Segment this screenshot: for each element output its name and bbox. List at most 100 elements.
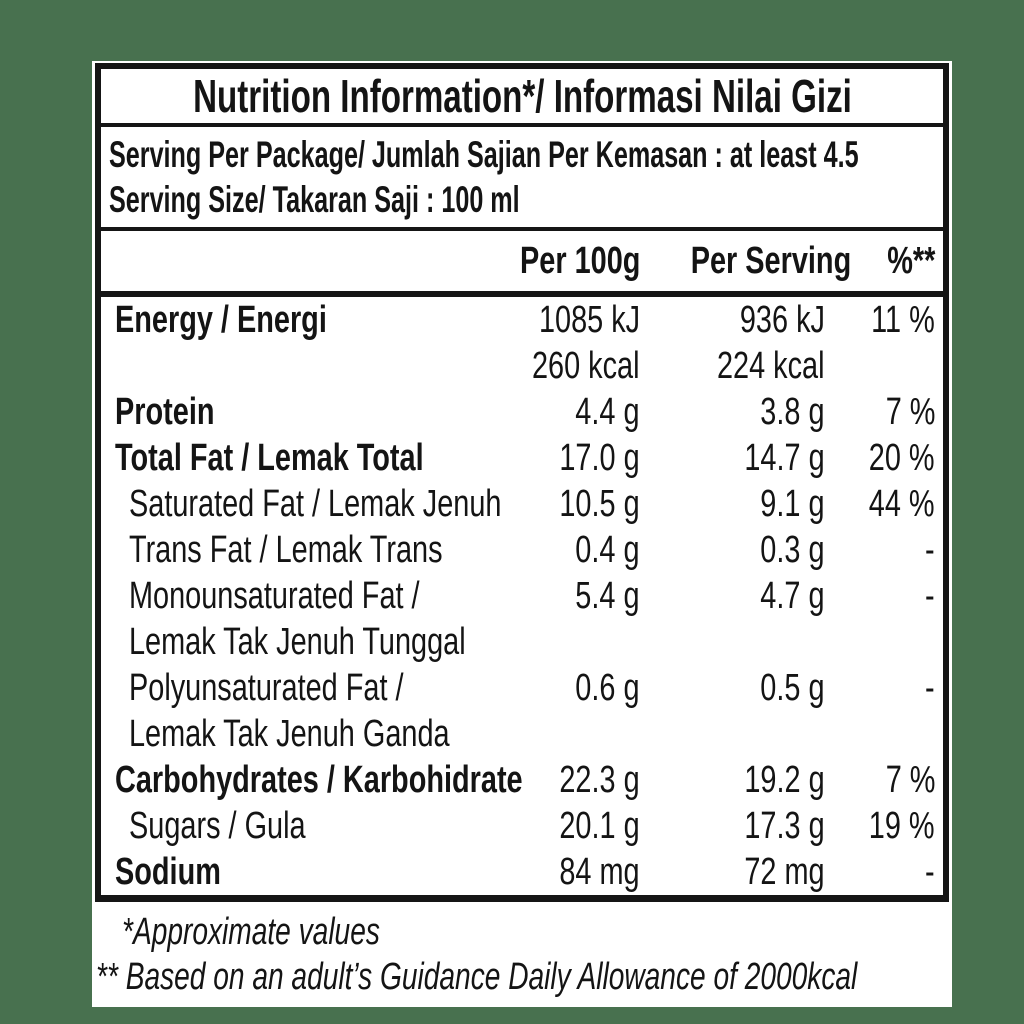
nutrient-label: Sodium [115,851,221,893]
value-per-serving: 14.7 g [744,437,825,479]
value-per-serving-cell: 17.3 g [640,803,825,849]
value-per-100g-cell: 260 kcal [475,343,640,389]
value-percent-gda-cell: 44 % [825,481,935,527]
column-header-row: Per 100g Per Serving %** [101,231,943,297]
nutrient-row: 260 kcal 224 kcal [101,343,943,389]
nutrient-label: Total Fat / Lemak Total [115,437,424,479]
value-percent-gda-cell: 19 % [825,803,935,849]
nutrient-label-cell: Lemak Tak Jenuh Ganda [101,711,475,757]
nutrient-row: Polyunsaturated Fat / 0.6 g 0.5 g - [101,665,943,711]
nutrient-row: Sodium 84 mg 72 mg - [101,849,943,895]
header-per-serving: Per Serving [690,239,852,282]
value-per-100g-cell: 10.5 g [475,481,640,527]
nutrient-row: Energy / Energi 1085 kJ 936 kJ 11 % [101,297,943,343]
nutrient-label: Saturated Fat / Lemak Jenuh [129,483,502,525]
nutrient-label: Carbohydrates / Karbohidrate [115,759,523,801]
value-percent-gda-cell [825,711,935,757]
value-percent-gda: - [925,529,935,571]
value-percent-gda-cell: - [825,849,935,895]
header-per-100g: Per 100g [519,239,640,282]
value-per-serving: 0.5 g [760,667,825,709]
nutrient-row: Total Fat / Lemak Total 17.0 g 14.7 g 20… [101,435,943,481]
nutrient-label: Polyunsaturated Fat / [129,667,404,709]
value-percent-gda-cell: 7 % [825,389,935,435]
value-per-serving-cell: 0.3 g [640,527,825,573]
footnotes-section: *Approximate values ** Based on an adult… [92,902,952,1000]
value-per-100g: 10.5 g [559,483,640,525]
nutrient-label: Lemak Tak Jenuh Ganda [129,713,450,755]
serving-per-package-line: Serving Per Package/ Jumlah Sajian Per K… [109,132,943,177]
value-percent-gda: 7 % [885,759,935,801]
value-per-serving-cell: 19.2 g [640,757,825,803]
value-per-serving-cell: 9.1 g [640,481,825,527]
value-percent-gda: 11 % [871,299,935,341]
value-per-100g: 5.4 g [575,575,640,617]
value-per-100g: 0.4 g [575,529,640,571]
nutrient-label-cell [101,343,475,389]
value-per-100g-cell: 17.0 g [475,435,640,481]
value-per-serving: 0.3 g [760,529,825,571]
nutrient-row: Trans Fat / Lemak Trans 0.4 g 0.3 g - [101,527,943,573]
footnote-approximate: *Approximate values [122,911,380,953]
value-percent-gda: 19 % [869,805,935,847]
value-per-serving-cell: 224 kcal [640,343,825,389]
value-percent-gda: - [925,667,935,709]
value-per-100g: 20.1 g [559,805,640,847]
nutrient-label-cell: Sugars / Gula [101,803,475,849]
value-per-serving-cell [640,619,825,665]
value-percent-gda-cell: - [825,573,935,619]
value-per-100g: 22.3 g [559,759,640,801]
value-percent-gda: 44 % [869,483,935,525]
value-per-100g-cell: 0.4 g [475,527,640,573]
value-percent-gda: - [925,575,935,617]
value-per-100g: 84 mg [559,851,640,893]
nutrient-label-cell: Polyunsaturated Fat / [101,665,475,711]
nutrient-label-cell: Carbohydrates / Karbohidrate [101,757,523,803]
nutrient-label-cell: Sodium [101,849,475,895]
value-per-100g-cell: 84 mg [475,849,640,895]
value-per-100g: 1085 kJ [538,299,640,341]
nutrient-label: Lemak Tak Jenuh Tunggal [129,621,466,663]
serving-size-text: Serving Size/ Takaran Saji : 100 ml [109,179,520,220]
nutrient-label: Energy / Energi [115,299,327,341]
value-per-100g-cell: 0.6 g [475,665,640,711]
value-percent-gda: - [925,851,935,893]
serving-info-section: Serving Per Package/ Jumlah Sajian Per K… [101,127,943,231]
nutrient-label-cell: Protein [101,389,475,435]
value-per-100g-cell [475,711,640,757]
nutrient-row: Saturated Fat / Lemak Jenuh 10.5 g 9.1 g… [101,481,943,527]
value-per-serving: 4.7 g [760,575,825,617]
header-per-100g-cell: Per 100g [475,240,640,283]
value-per-100g-cell: 22.3 g [475,757,640,803]
value-percent-gda: 7 % [885,391,935,433]
value-per-serving-cell: 0.5 g [640,665,825,711]
value-per-100g-cell [475,619,640,665]
value-percent-gda-cell: - [825,527,935,573]
value-per-serving: 72 mg [744,851,825,893]
value-per-serving: 9.1 g [760,483,825,525]
table-title: Nutrition Information*/ Informasi Nilai … [192,70,852,122]
value-per-100g-cell: 20.1 g [475,803,640,849]
value-per-serving-cell: 14.7 g [640,435,825,481]
nutrient-label: Sugars / Gula [129,805,306,847]
nutrient-row: Carbohydrates / Karbohidrate 22.3 g 19.2… [101,757,943,803]
nutrient-rows: Energy / Energi 1085 kJ 936 kJ 11 % 260 … [101,297,943,895]
value-percent-gda-cell: 11 % [825,297,935,343]
nutrient-row: Protein 4.4 g 3.8 g 7 % [101,389,943,435]
nutrient-row: Monounsaturated Fat / 5.4 g 4.7 g - [101,573,943,619]
nutrient-row: Sugars / Gula 20.1 g 17.3 g 19 % [101,803,943,849]
value-per-100g-cell: 5.4 g [475,573,640,619]
value-per-100g: 4.4 g [575,391,640,433]
value-per-100g-cell: 1085 kJ [475,297,640,343]
nutrient-label: Trans Fat / Lemak Trans [129,529,443,571]
value-percent-gda-cell: 20 % [825,435,935,481]
nutrient-label-cell: Total Fat / Lemak Total [101,435,475,481]
value-per-100g: 260 kcal [532,345,640,387]
value-per-100g: 0.6 g [575,667,640,709]
nutrition-label-sheet: Nutrition Information*/ Informasi Nilai … [92,61,952,1007]
nutrient-label-cell: Saturated Fat / Lemak Jenuh [101,481,501,527]
footnote-gda-line: ** Based on an adult’s Guidance Daily Al… [92,955,952,1000]
value-percent-gda-cell: - [825,665,935,711]
footnote-approximate-line: *Approximate values [92,910,952,955]
